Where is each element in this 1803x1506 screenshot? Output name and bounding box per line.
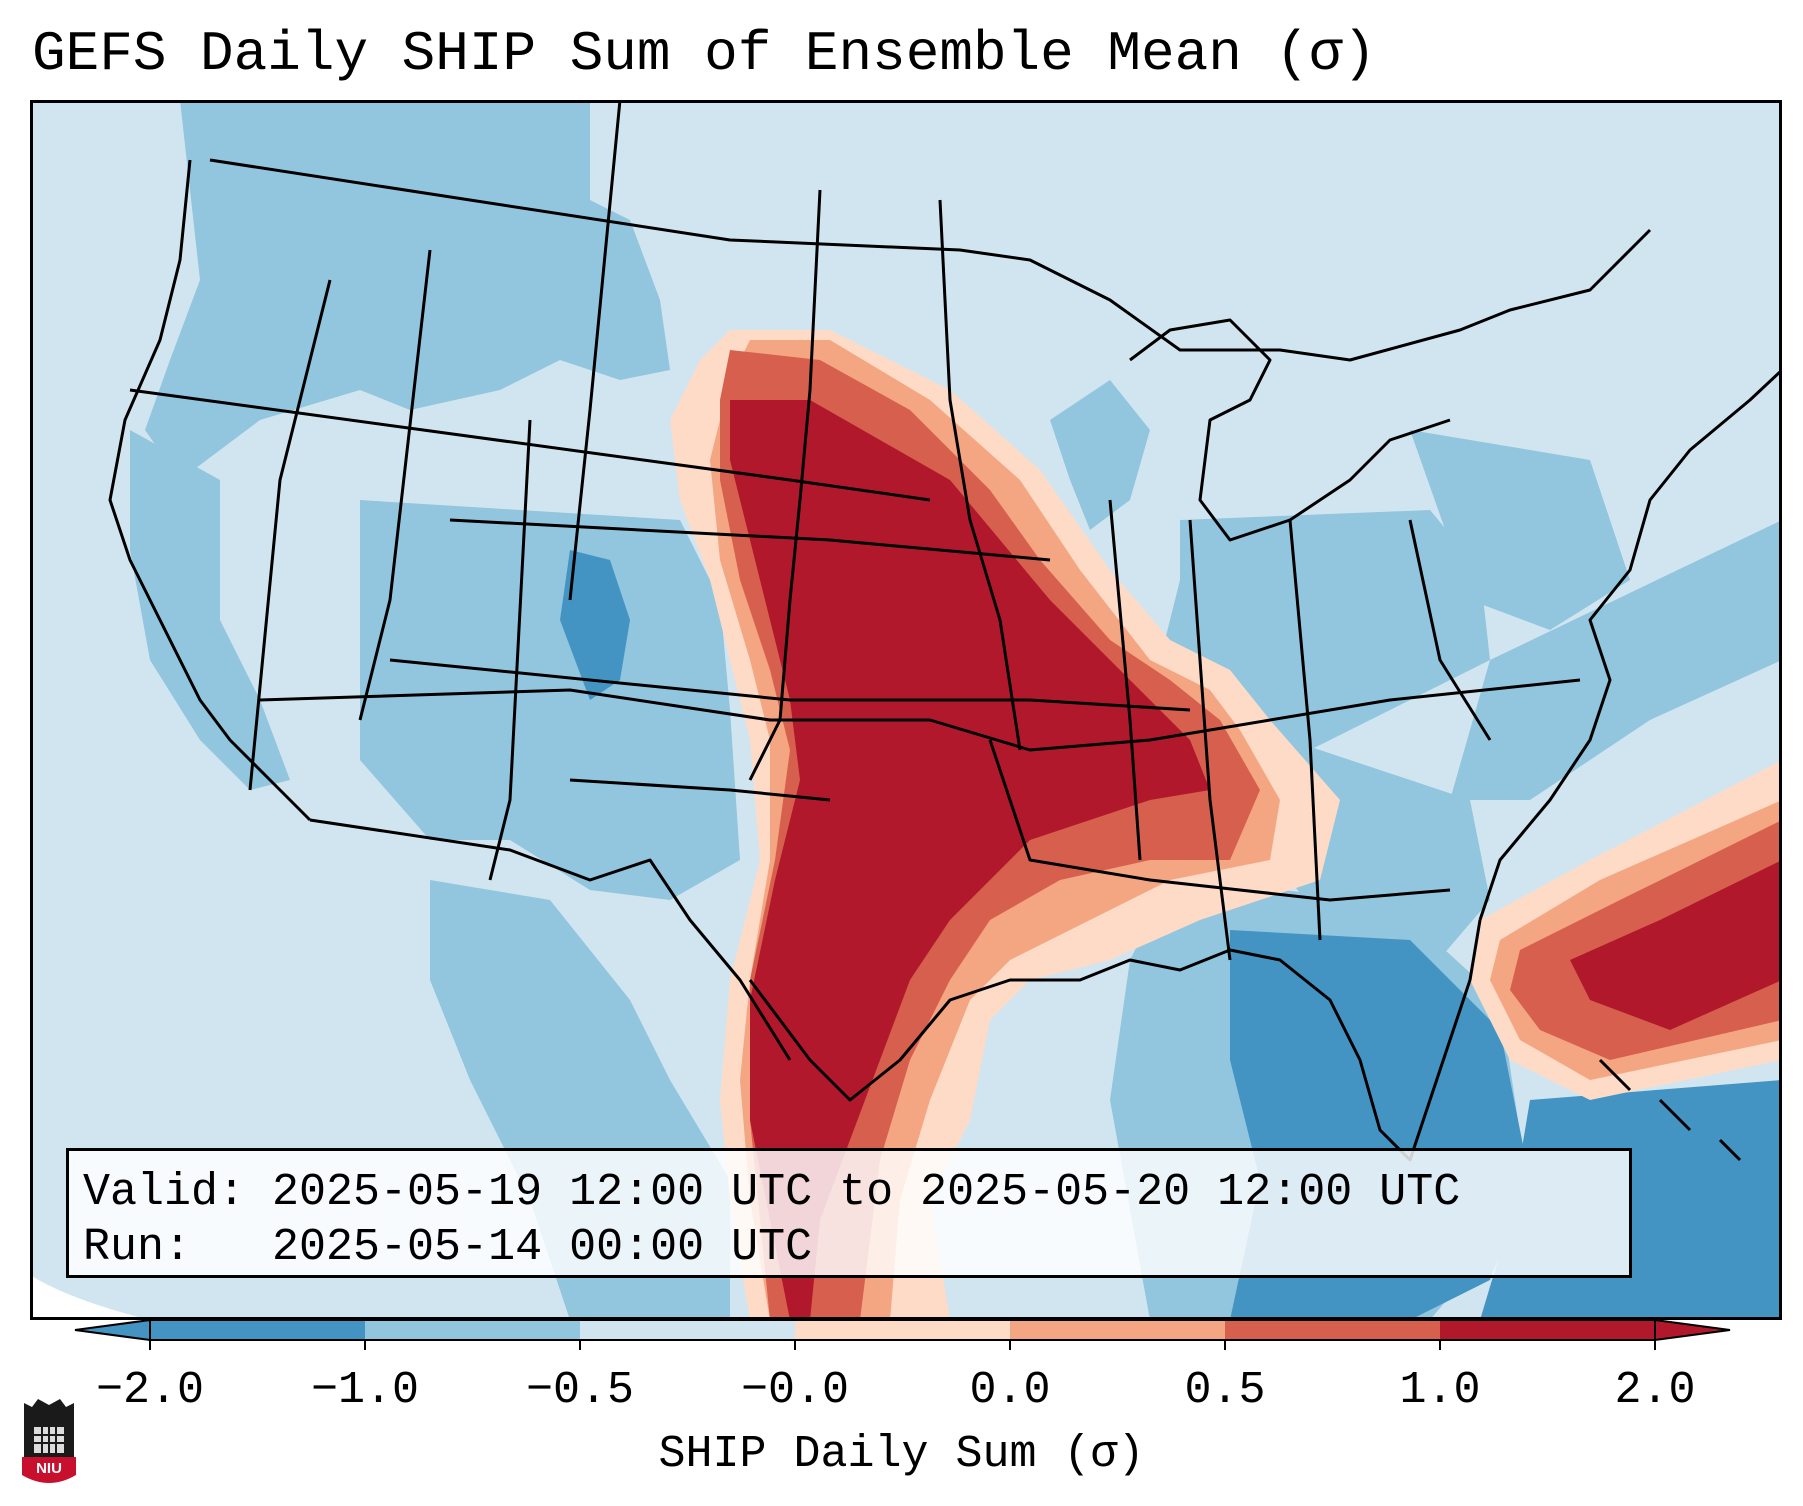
interior-border-10	[259, 678, 1581, 752]
positive-anomaly-plume	[670, 330, 1340, 1320]
colorbar-segment	[1225, 1320, 1440, 1340]
interior-border-12	[1108, 499, 1142, 861]
interior-border-15	[988, 739, 1451, 902]
out-of-domain	[30, 1275, 150, 1320]
great-lakes	[1129, 318, 1451, 542]
colorbar-tick-label: 0.5	[1184, 1365, 1266, 1416]
niu-logo: NIU	[22, 1399, 76, 1483]
interior-border-7	[129, 388, 931, 502]
interior-border-14	[1408, 519, 1492, 741]
run-label: Run:	[83, 1222, 273, 1273]
valid-time-range: 2025-05-19 12:00 UTC to 2025-05-20 12:00…	[272, 1167, 1461, 1218]
neg-region-northwest	[145, 100, 670, 480]
colorbar-tick-label: 0.0	[969, 1365, 1051, 1416]
atl-strong	[1570, 860, 1782, 1030]
colorbar-ticks	[149, 1340, 1656, 1350]
run-time: 2025-05-14 00:00 UTC	[272, 1222, 813, 1273]
colorbar-tick-label: 1.0	[1399, 1365, 1481, 1416]
neg-region-northeast	[1410, 430, 1630, 630]
forecast-map	[30, 100, 1782, 1320]
interior-border-16	[569, 778, 831, 802]
neg-region-midwest	[1050, 380, 1150, 530]
plume-strong	[730, 400, 1210, 1320]
neg-region-atlantic	[1450, 520, 1782, 800]
colorbar-tick-label: −0.5	[525, 1365, 635, 1416]
bahamas	[1598, 1058, 1742, 1162]
interior-border-2	[358, 249, 432, 721]
colorbar-segment	[1010, 1320, 1225, 1340]
geographic-boundaries	[108, 100, 1782, 1162]
atlantic-positive-anomaly	[1470, 760, 1782, 1100]
colorbar-tick-label: 2.0	[1614, 1365, 1696, 1416]
caribbean-islands	[1598, 1058, 1742, 1162]
colorbar-tick-label: −0.0	[740, 1365, 850, 1416]
colorbar-label: SHIP Daily Sum (σ)	[658, 1429, 1145, 1480]
colorbar-extend-low	[74, 1318, 151, 1342]
colorbar-frame	[149, 1319, 1656, 1341]
colorbar-extend-high	[1654, 1318, 1731, 1342]
east-coast	[1478, 368, 1782, 921]
west-coast	[108, 159, 312, 822]
interior-border-13	[1288, 519, 1322, 941]
colorbar-segments	[74, 1318, 1731, 1342]
colorbar	[74, 1318, 1731, 1350]
colorbar-segment	[580, 1320, 795, 1340]
valid-label: Valid:	[83, 1167, 273, 1218]
strong-neg-colorado	[560, 550, 630, 700]
interior-border-6	[938, 199, 1022, 751]
map-frame	[30, 100, 1782, 1320]
interior-border-4	[568, 100, 622, 601]
valid-run-info-box: Valid: 2025-05-19 12:00 UTC to 2025-05-2…	[66, 1148, 1632, 1278]
interior-border-11	[1188, 519, 1232, 961]
interior-border-3	[488, 419, 532, 881]
neg-region-westcoast	[130, 430, 290, 790]
colorbar-segment	[150, 1320, 365, 1340]
figure-title: GEFS Daily SHIP Sum of Ensemble Mean (σ)	[32, 22, 1377, 86]
neg-region-southwest	[360, 500, 740, 900]
interior-border-5	[748, 189, 822, 781]
colorbar-segment	[795, 1320, 1010, 1340]
interior-border-9	[449, 518, 1051, 562]
interior-border-8	[389, 658, 1191, 712]
colorbar-tick-label: −1.0	[310, 1365, 420, 1416]
mexico-border	[309, 818, 792, 1061]
colorbar-segment	[1440, 1320, 1655, 1340]
logo-text: NIU	[36, 1460, 62, 1477]
colorbar-segment	[365, 1320, 580, 1340]
interior-border-1	[248, 279, 332, 791]
us-canada-border	[209, 158, 1652, 362]
colorbar-tick-label: −2.0	[95, 1365, 205, 1416]
